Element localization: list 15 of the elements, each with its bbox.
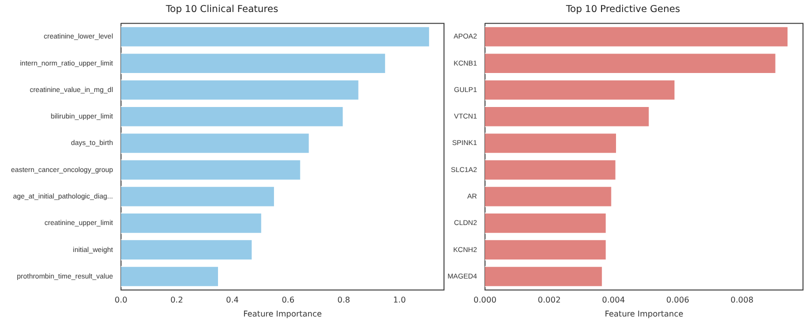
x-tick-label: 0.006 xyxy=(666,296,690,305)
x-tick-label: 0.2 xyxy=(170,296,184,305)
x-tick-label: 0.008 xyxy=(730,296,754,305)
x-tick-label: 0.002 xyxy=(538,296,561,305)
chart-title: Top 10 Predictive Genes xyxy=(564,4,680,16)
x-axis-title: Feature Importance xyxy=(604,309,684,318)
x-tick-label: 0.8 xyxy=(337,296,350,305)
x-tick-label: 0.4 xyxy=(226,296,239,305)
x-axis-title: Feature Importance xyxy=(243,309,322,318)
x-tick-label: 0.004 xyxy=(602,296,625,305)
x-tick-label: 0.000 xyxy=(474,296,496,305)
chart-title: Top 10 Clinical Features xyxy=(164,4,278,16)
x-tick-label: 0.0 xyxy=(114,296,128,305)
x-tick-label: 0.6 xyxy=(282,296,294,305)
x-tick-label: 1.0 xyxy=(393,296,406,305)
